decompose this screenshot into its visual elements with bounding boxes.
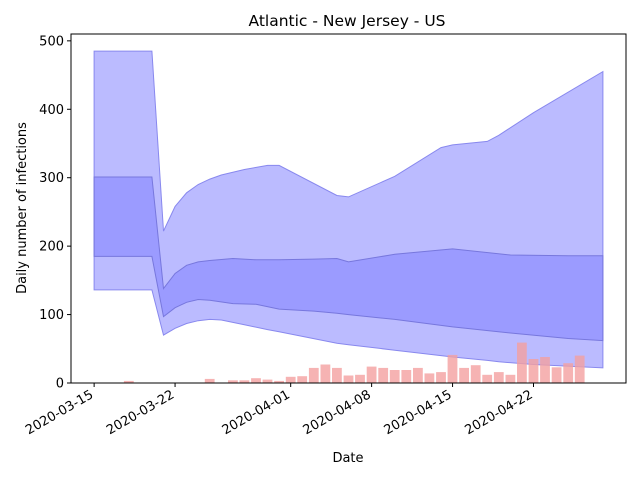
daily-bar: [274, 380, 284, 383]
daily-bar: [308, 367, 319, 383]
y-tick-label: 500: [39, 34, 64, 49]
x-tick-label: 2020-04-01: [220, 387, 293, 438]
daily-bar: [482, 374, 493, 383]
daily-bar: [574, 355, 585, 383]
daily-bar: [401, 370, 412, 383]
daily-bar: [517, 342, 527, 383]
y-tick-label: 0: [56, 377, 64, 392]
daily-bar: [528, 359, 539, 383]
daily-bar: [493, 372, 504, 383]
daily-bar: [239, 380, 250, 383]
x-axis: 2020-03-15 2020-03-22 2020-04-01 2020-04-08…: [23, 383, 536, 438]
x-tick-label: 2020-04-08: [301, 387, 374, 438]
plot-frame: [70, 33, 627, 384]
y-tick-label: 100: [39, 308, 64, 323]
daily-bar: [540, 357, 550, 383]
inner-band: [93, 176, 604, 342]
daily-bar: [297, 376, 308, 383]
daily-bar: [251, 378, 261, 383]
x-tick-label: 2020-04-15: [382, 387, 455, 438]
daily-bar: [228, 380, 238, 383]
daily-bar: [563, 363, 574, 383]
daily-bar: [123, 380, 134, 383]
daily-bar: [262, 379, 273, 383]
y-tick-label: 400: [39, 103, 64, 118]
plot-area: [93, 50, 604, 383]
daily-bar: [436, 372, 446, 383]
daily-bar: [332, 367, 342, 383]
daily-bar: [378, 367, 389, 383]
daily-bar: [447, 354, 458, 383]
chart-title: Atlantic - New Jersey - US: [248, 12, 445, 30]
daily-bar: [505, 374, 516, 383]
x-tick-label: 2020-04-22: [463, 387, 536, 438]
daily-bar: [389, 370, 400, 383]
daily-bar: [320, 364, 331, 383]
daily-bar: [366, 366, 377, 383]
y-tick-label: 200: [39, 240, 64, 255]
x-tick-label: 2020-03-15: [23, 387, 96, 438]
x-axis-label: Date: [332, 451, 363, 466]
daily-bar: [459, 367, 469, 383]
daily-bar: [343, 375, 354, 383]
daily-bar: [551, 367, 562, 383]
daily-bar: [470, 365, 481, 383]
daily-bar: [285, 376, 296, 383]
daily-bar: [413, 367, 423, 383]
y-tick-label: 300: [39, 171, 64, 186]
daily-bar: [204, 378, 215, 383]
daily-bar: [355, 374, 365, 383]
y-axis-label: Daily number of infections: [15, 122, 30, 294]
daily-bar: [424, 373, 435, 383]
x-tick-label: 2020-03-22: [104, 387, 177, 438]
y-axis: 0 100 200 300 400 500: [39, 34, 71, 392]
